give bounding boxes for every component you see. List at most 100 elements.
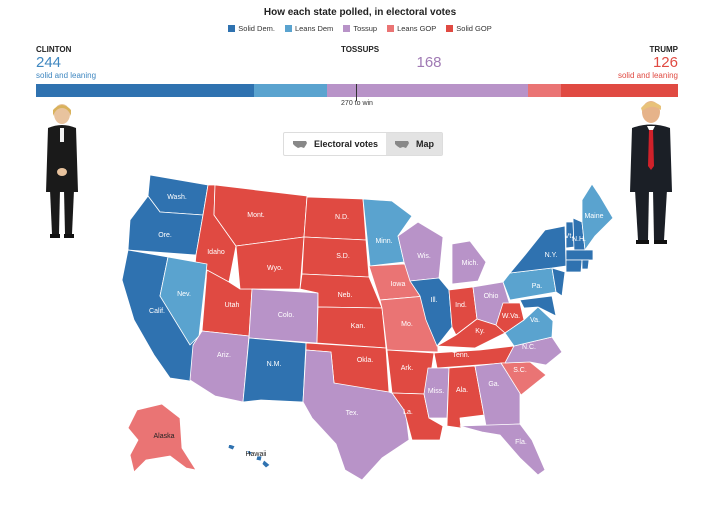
legend-label: Leans GOP xyxy=(397,24,437,33)
state-label: Wis. xyxy=(417,253,431,260)
state-label: Ariz. xyxy=(217,352,231,359)
state-label: Idaho xyxy=(207,249,225,256)
state-hawaii[interactable] xyxy=(227,443,271,469)
trump-sub: solid and leaning xyxy=(617,71,678,80)
state-label: Kan. xyxy=(351,323,365,330)
state-label: Ga. xyxy=(488,381,499,388)
state-label: Mont. xyxy=(247,212,265,219)
state-ct[interactable] xyxy=(565,259,583,273)
legend-item-leans-dem: Leans Dem xyxy=(284,24,333,33)
tossups-votes: 168 xyxy=(416,54,442,71)
clinton-name: CLINTON xyxy=(36,45,72,54)
state-label: Mo. xyxy=(401,321,413,328)
bar-segment-solid-gop xyxy=(561,84,678,97)
legend-swatch xyxy=(343,25,351,32)
state-label: Calif. xyxy=(149,308,165,315)
bar-segment-leans-gop xyxy=(527,84,562,97)
state-label: Tenn. xyxy=(452,352,469,359)
state-mich[interactable] xyxy=(451,240,487,285)
legend-swatch xyxy=(228,25,236,32)
state-ill[interactable] xyxy=(409,277,453,347)
state-md[interactable] xyxy=(519,295,557,317)
state-label: Ore. xyxy=(158,232,172,239)
legend-label: Tossup xyxy=(353,24,378,33)
bar-segment-leans-dem xyxy=(254,84,328,97)
state-nj[interactable] xyxy=(551,267,566,297)
threshold-marker xyxy=(356,84,357,101)
legend-swatch xyxy=(387,25,395,32)
state-label: Neb. xyxy=(338,292,353,299)
threshold-label: 270 to win xyxy=(341,100,373,107)
state-label: Colo. xyxy=(278,312,294,319)
electoral-votes-tab[interactable]: Electoral votes xyxy=(284,133,386,155)
state-label: N.M. xyxy=(267,361,282,368)
state-ri[interactable] xyxy=(581,259,590,270)
state-label: Miss. xyxy=(428,388,444,395)
state-miss[interactable] xyxy=(423,367,450,419)
legend-item-tossup: Tossup xyxy=(343,24,377,33)
state-label: Alaska xyxy=(153,433,174,440)
bar-segment-solid-dem xyxy=(36,84,255,97)
state-label: Iowa xyxy=(391,281,406,288)
legend-item-solid-gop: Solid GOP xyxy=(446,24,492,33)
legend-swatch xyxy=(284,25,292,32)
state-wyo[interactable] xyxy=(235,236,305,290)
map-label: Map xyxy=(416,139,435,149)
state-label: W.Va. xyxy=(502,313,520,320)
view-toggle: Electoral votes Map xyxy=(283,132,444,156)
state-label: Okla. xyxy=(357,357,373,364)
bar-segment-tossup xyxy=(327,84,528,97)
state-label: Ind. xyxy=(455,302,467,309)
state-label: Ark. xyxy=(401,365,414,372)
state-alaska[interactable] xyxy=(127,403,197,473)
trump-name: TRUMP xyxy=(649,45,678,54)
state-label: Ill. xyxy=(431,297,438,304)
state-label: La. xyxy=(403,409,413,416)
state-label: Pa. xyxy=(532,283,543,290)
legend-label: Solid Dem. xyxy=(238,24,275,33)
state-label: Wash. xyxy=(167,194,187,201)
state-label: N.Y. xyxy=(545,252,558,259)
state-fla[interactable] xyxy=(459,423,546,476)
electoral-votes-label: Electoral votes xyxy=(314,139,379,149)
state-label: N.D. xyxy=(335,214,349,221)
state-va[interactable] xyxy=(504,306,554,347)
legend-label: Solid GOP xyxy=(456,24,492,33)
state-mass[interactable] xyxy=(565,249,594,261)
state-ariz[interactable] xyxy=(189,330,250,403)
state-label: Utah xyxy=(225,302,240,309)
tossups-name: TOSSUPS xyxy=(340,45,380,54)
state-label: Ohio xyxy=(484,293,499,300)
state-label: Ala. xyxy=(456,387,468,394)
legend-item-solid-dem: Solid Dem. xyxy=(228,24,275,33)
clinton-sub: solid and leaning xyxy=(36,71,97,80)
legend-item-leans-gop: Leans GOP xyxy=(387,24,436,33)
state-nev[interactable] xyxy=(159,256,208,346)
state-label: N.H. xyxy=(572,236,586,243)
state-label: Maine xyxy=(584,213,603,220)
state-label: Vt. xyxy=(565,233,574,240)
legend: Solid Dem. Leans Dem Tossup Leans GOP So… xyxy=(0,24,720,33)
state-maine[interactable] xyxy=(581,183,614,251)
state-tex[interactable] xyxy=(302,349,410,481)
chart-title: How each state polled, in electoral vote… xyxy=(263,7,457,18)
state-label: Va. xyxy=(530,317,540,324)
state-label: S.C. xyxy=(513,367,527,374)
trump-votes: 126 xyxy=(652,54,678,71)
state-label: Wyo. xyxy=(267,265,283,272)
state-label: N.C. xyxy=(522,344,536,351)
map-tab[interactable]: Map xyxy=(386,133,443,155)
state-nm[interactable] xyxy=(242,337,307,403)
state-label: Mich. xyxy=(462,260,479,267)
us-map-icon xyxy=(293,140,307,148)
state-label: Tex. xyxy=(346,410,359,417)
state-label: Fla. xyxy=(515,439,527,446)
electoral-vote-bar xyxy=(36,84,678,97)
state-label: S.D. xyxy=(336,253,350,260)
state-label: Minn. xyxy=(375,238,392,245)
state-label: Ky. xyxy=(475,328,485,335)
us-map-icon xyxy=(395,140,410,148)
state-label: Hawaii xyxy=(245,451,266,458)
state-ny[interactable] xyxy=(509,225,567,274)
